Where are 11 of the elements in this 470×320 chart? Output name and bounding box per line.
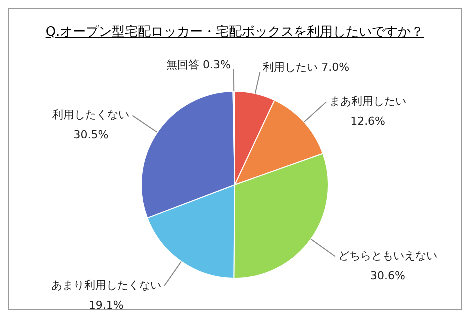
slice-label: 無回答 0.3% bbox=[166, 58, 231, 72]
slice-label: あまり利用したくない bbox=[51, 279, 162, 292]
slice-label: 利用したくない bbox=[52, 108, 130, 122]
slice-label: どちらともいえない bbox=[338, 250, 438, 263]
slice-label: 利用したい 7.0% bbox=[263, 61, 350, 74]
data-label: 30.6% bbox=[370, 270, 406, 283]
slice-label: まあ利用したい bbox=[330, 94, 407, 108]
data-label: 12.6% bbox=[350, 114, 386, 128]
chart-title: Q.オープン型宅配ロッカー・宅配ボックスを利用したいですか？ bbox=[46, 25, 424, 40]
data-label: 30.5% bbox=[74, 128, 109, 142]
data-label: 19.1% bbox=[88, 299, 124, 312]
